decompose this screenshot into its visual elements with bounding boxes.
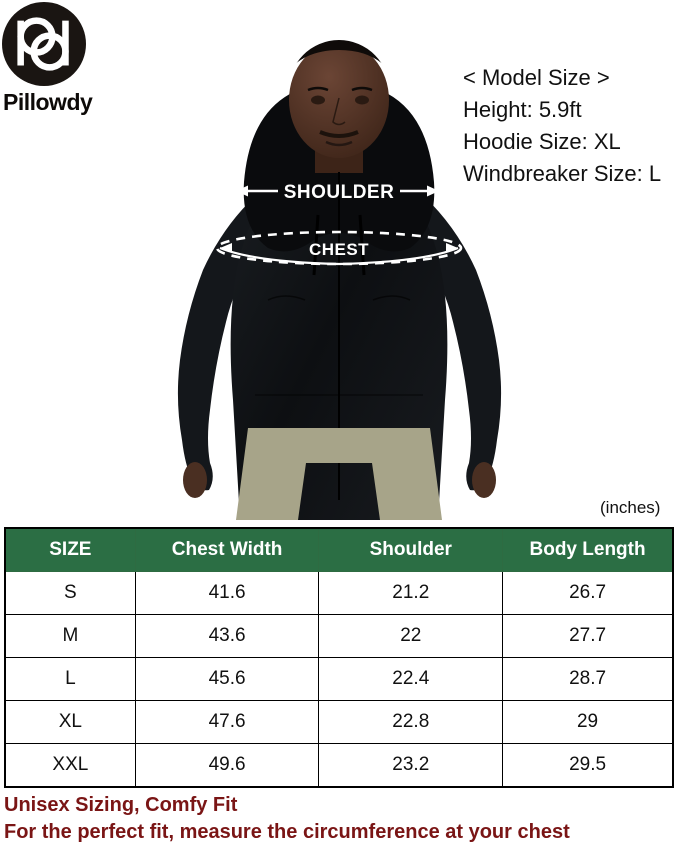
svg-text:SHOULDER: SHOULDER bbox=[284, 182, 395, 203]
svg-text:CHEST: CHEST bbox=[309, 240, 369, 259]
